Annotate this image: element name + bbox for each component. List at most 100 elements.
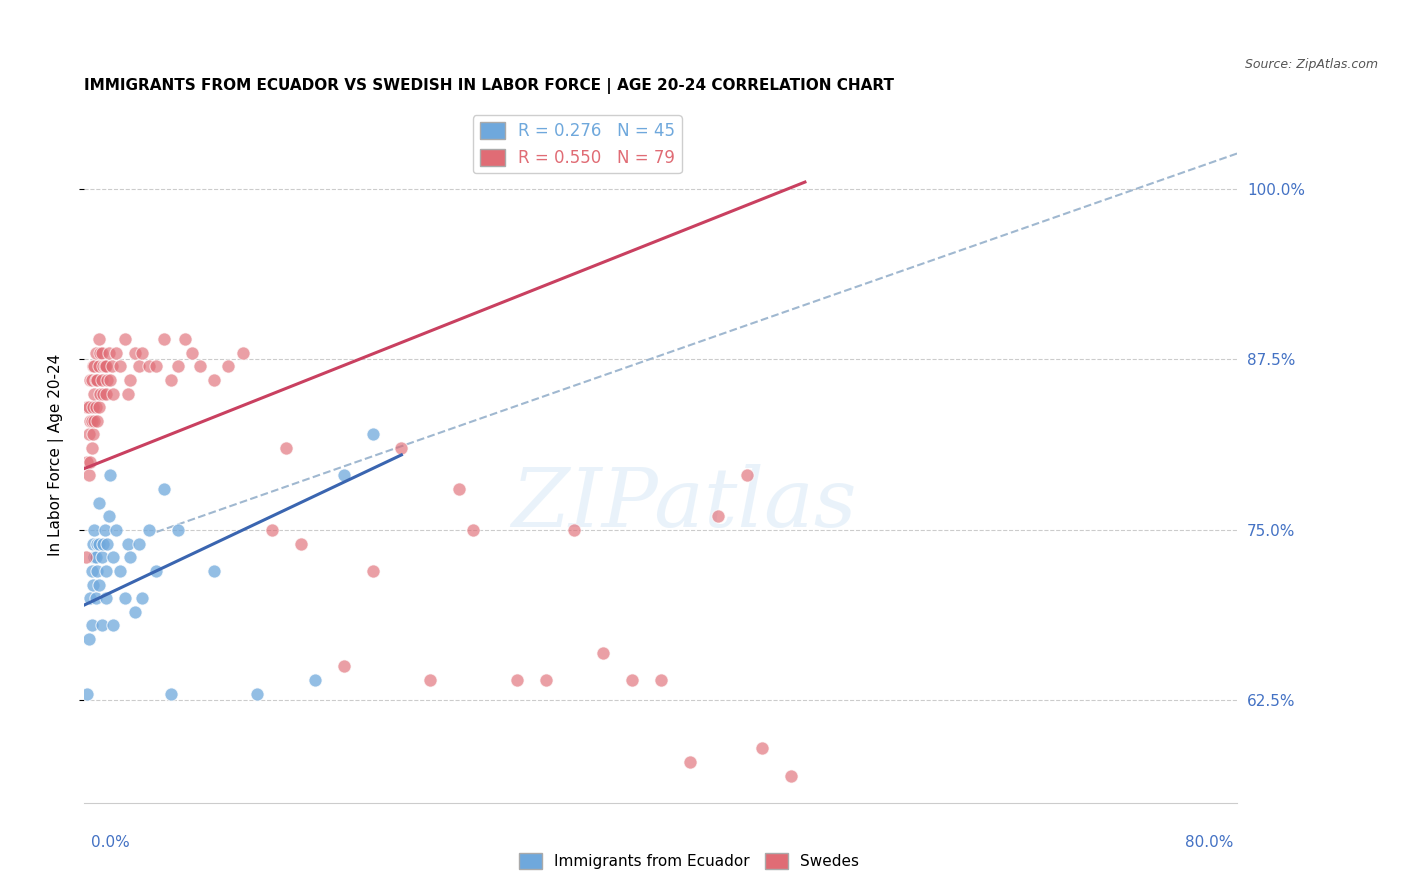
Point <box>361 564 384 578</box>
Point <box>89 345 111 359</box>
Point <box>84 373 107 387</box>
Point <box>98 373 121 387</box>
Point <box>246 687 269 701</box>
Legend: Immigrants from Ecuador, Swedes: Immigrants from Ecuador, Swedes <box>513 847 865 875</box>
Point <box>167 359 190 374</box>
Point <box>87 536 110 550</box>
Point <box>181 345 204 359</box>
Point <box>117 536 139 550</box>
Point <box>751 741 773 756</box>
Point <box>93 359 115 374</box>
Point <box>84 591 107 606</box>
Point <box>152 482 174 496</box>
Point <box>174 332 197 346</box>
Point <box>87 400 110 414</box>
Point <box>128 359 150 374</box>
Point <box>82 400 104 414</box>
Point <box>650 673 672 687</box>
Point <box>117 386 139 401</box>
Point <box>87 496 110 510</box>
Y-axis label: In Labor Force | Age 20-24: In Labor Force | Age 20-24 <box>48 354 63 556</box>
Point <box>260 523 283 537</box>
Point <box>77 400 100 414</box>
Point <box>202 373 225 387</box>
Point <box>90 373 112 387</box>
Point <box>86 373 108 387</box>
Point <box>167 523 190 537</box>
Point <box>75 550 97 565</box>
Point <box>707 509 730 524</box>
Point <box>131 591 153 606</box>
Point <box>114 332 136 346</box>
Point <box>83 359 105 374</box>
Point <box>94 564 117 578</box>
Point <box>564 523 586 537</box>
Point <box>361 427 384 442</box>
Point <box>110 564 132 578</box>
Point <box>82 536 104 550</box>
Point <box>91 359 114 374</box>
Point <box>94 359 117 374</box>
Point <box>84 400 107 414</box>
Point <box>138 523 160 537</box>
Point <box>160 687 183 701</box>
Point <box>97 345 120 359</box>
Point <box>83 550 105 565</box>
Point <box>90 345 112 359</box>
Point <box>120 550 142 565</box>
Point <box>86 414 108 428</box>
Point <box>79 455 101 469</box>
Point <box>96 536 118 550</box>
Point <box>232 345 254 359</box>
Point <box>449 482 471 496</box>
Point <box>110 359 132 374</box>
Point <box>83 386 105 401</box>
Point <box>82 359 104 374</box>
Point <box>80 618 103 632</box>
Point <box>87 359 110 374</box>
Point <box>679 755 702 769</box>
Point <box>103 386 124 401</box>
Point <box>124 605 146 619</box>
Point <box>506 673 529 687</box>
Point <box>304 673 326 687</box>
Point <box>90 550 112 565</box>
Point <box>79 414 101 428</box>
Point <box>83 414 105 428</box>
Point <box>94 591 117 606</box>
Point <box>89 386 111 401</box>
Point <box>218 359 240 374</box>
Point <box>160 373 183 387</box>
Point <box>82 577 104 591</box>
Point <box>94 386 117 401</box>
Point <box>80 564 103 578</box>
Point <box>98 468 121 483</box>
Point <box>128 536 150 550</box>
Point <box>86 536 108 550</box>
Point <box>86 564 108 578</box>
Point <box>138 359 160 374</box>
Point <box>93 523 115 537</box>
Point <box>105 345 128 359</box>
Point <box>333 659 356 673</box>
Point <box>779 768 801 782</box>
Point <box>152 332 174 346</box>
Point <box>463 523 485 537</box>
Point <box>96 373 118 387</box>
Point <box>145 359 167 374</box>
Point <box>97 509 120 524</box>
Point <box>145 564 167 578</box>
Point <box>202 564 225 578</box>
Point <box>90 618 112 632</box>
Point <box>120 373 142 387</box>
Point <box>131 345 153 359</box>
Point <box>290 536 312 550</box>
Point <box>105 523 128 537</box>
Point <box>80 414 103 428</box>
Point <box>80 373 103 387</box>
Point <box>114 591 136 606</box>
Point <box>188 359 211 374</box>
Point <box>103 618 124 632</box>
Point <box>76 687 98 701</box>
Text: 0.0%: 0.0% <box>91 836 131 850</box>
